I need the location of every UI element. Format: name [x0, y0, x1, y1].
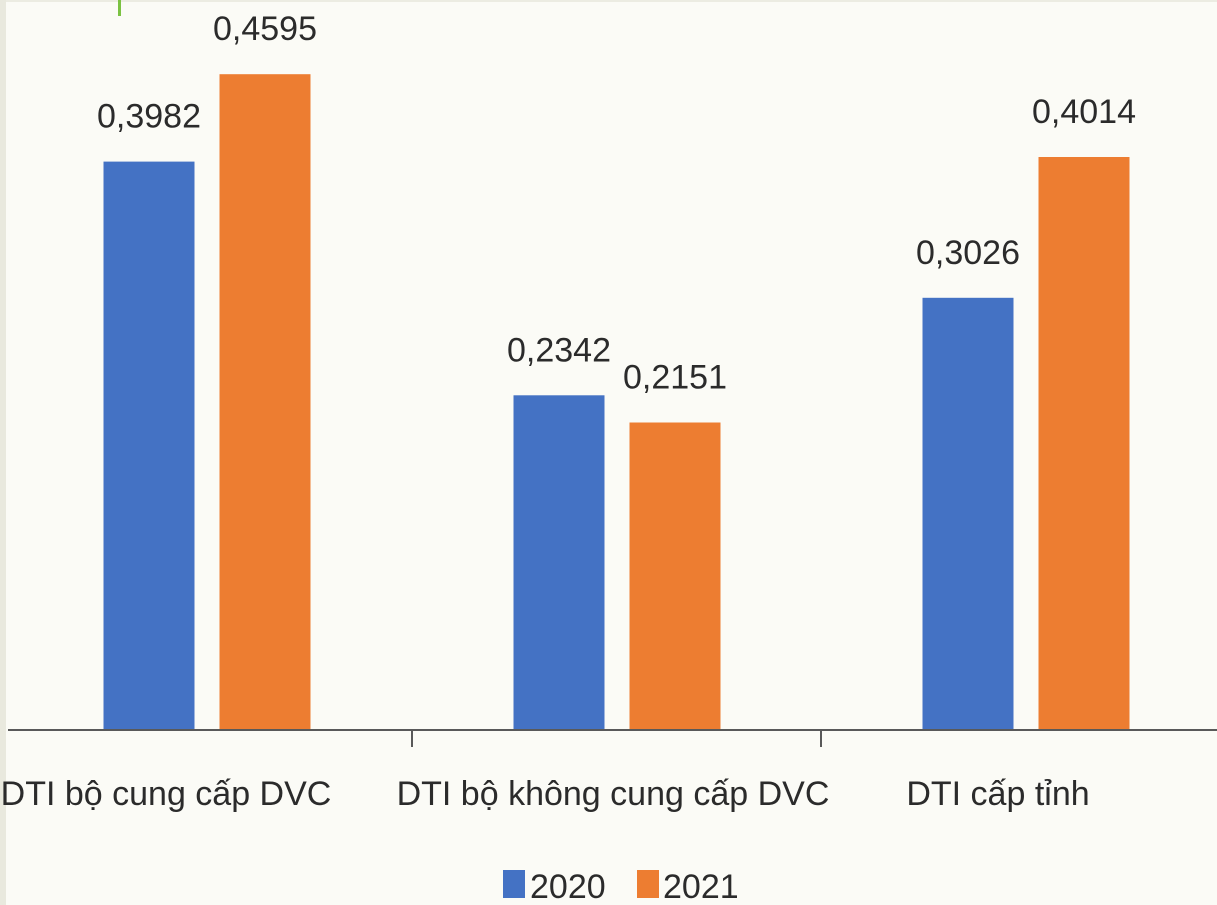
legend-swatch-2020 — [503, 870, 525, 898]
data-label-2021-3: 0,4014 — [1032, 93, 1136, 131]
category-label-3: DTI cấp tỉnh — [906, 775, 1089, 813]
category-label-2: DTI bộ không cung cấp DVC — [397, 775, 830, 813]
bar-2021-2 — [629, 422, 721, 729]
bar-2021-1 — [219, 74, 311, 729]
bar-2020-2 — [513, 395, 605, 729]
top-border — [0, 0, 1217, 2]
bar-2020-3 — [922, 297, 1014, 729]
legend-label-2020: 2020 — [530, 868, 606, 905]
bar-2020-1 — [103, 161, 195, 730]
bar-2021-3 — [1038, 157, 1130, 729]
legend-swatch-2021 — [637, 870, 659, 898]
category-label-1: DTI bộ cung cấp DVC — [1, 775, 332, 813]
data-label-2020-2: 0,2342 — [507, 331, 611, 369]
left-border — [0, 0, 6, 905]
green-accent-mark — [118, 0, 121, 16]
data-label-2021-2: 0,2151 — [623, 359, 727, 397]
data-label-2020-1: 0,3982 — [97, 98, 201, 136]
data-label-2021-1: 0,4595 — [213, 10, 317, 48]
data-label-2020-3: 0,3026 — [916, 234, 1020, 272]
legend-label-2021: 2021 — [663, 868, 739, 905]
